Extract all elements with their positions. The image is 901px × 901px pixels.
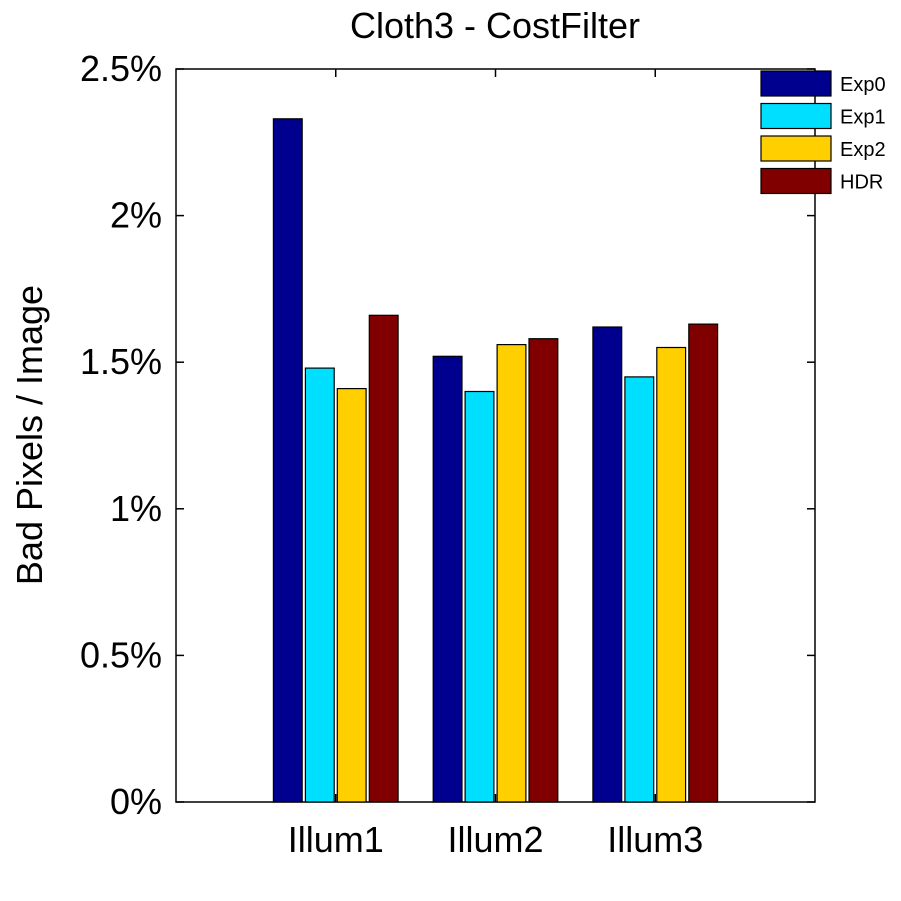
bar-exp0-illum1 xyxy=(272,118,303,803)
chart-title: Cloth3 - CostFilter xyxy=(350,5,640,46)
bar-exp2-illum2 xyxy=(496,344,527,803)
y-tick-label: 1% xyxy=(110,488,162,529)
legend-label-hdr: HDR xyxy=(840,172,883,194)
bars-group xyxy=(272,118,719,803)
legend-label-exp1: Exp1 xyxy=(840,107,886,129)
y-axis-label: Bad Pixels / Image xyxy=(9,285,50,585)
bar-exp1-illum1 xyxy=(304,367,335,803)
bar-exp1-illum3 xyxy=(624,376,655,803)
bar-hdr-illum3 xyxy=(688,323,719,803)
bar-exp1-illum2 xyxy=(464,390,495,803)
legend-swatch-exp1 xyxy=(760,102,832,130)
legend: Exp0 Exp1 Exp2 HDR xyxy=(760,70,886,195)
y-tick-label: 2.5% xyxy=(80,48,162,89)
y-tick-label: 2% xyxy=(110,195,162,236)
bar-hdr-illum2 xyxy=(528,338,559,803)
legend-swatch-hdr xyxy=(760,167,832,195)
legend-label-exp2: Exp2 xyxy=(840,139,886,161)
y-tick-label: 1.5% xyxy=(80,341,162,382)
x-tick-label: Illum3 xyxy=(607,819,703,860)
bar-exp0-illum3 xyxy=(592,326,623,803)
x-tick-label: Illum2 xyxy=(447,819,543,860)
axes-group: 0% 0.5% 1% 1.5% 2% 2.5% Illum1 Illum2 Illum3 xyxy=(80,48,815,860)
y-tick-label: 0% xyxy=(110,781,162,822)
y-tick-label: 0.5% xyxy=(80,634,162,675)
legend-label-exp0: Exp0 xyxy=(840,74,886,96)
legend-swatch-exp0 xyxy=(760,70,832,97)
bar-hdr-illum1 xyxy=(368,314,399,803)
legend-swatch-exp2 xyxy=(760,135,832,162)
bar-exp0-illum2 xyxy=(432,355,463,803)
bar-exp2-illum1 xyxy=(336,388,367,803)
x-tick-label: Illum1 xyxy=(288,819,384,860)
bar-exp2-illum3 xyxy=(656,346,687,803)
plot-area xyxy=(175,68,816,803)
